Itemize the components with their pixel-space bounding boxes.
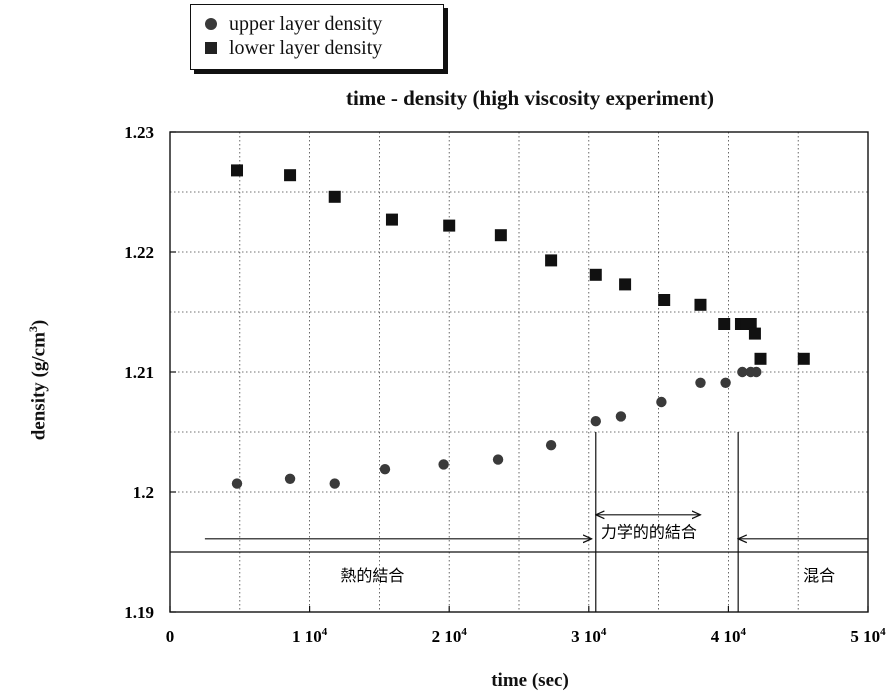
upper-layer-point: [720, 377, 731, 388]
y-tick-label: 1.22: [124, 243, 154, 262]
lower-layer-point: [443, 219, 456, 232]
annotation-label: 熱的結合: [340, 567, 404, 585]
x-tick-label: 4 104: [711, 626, 747, 646]
x-tick-label-sup: 4: [461, 626, 467, 638]
y-tick-label: 1.19: [124, 603, 154, 622]
annotation-label: 力学的的結合: [601, 524, 697, 542]
upper-layer-point: [590, 416, 601, 427]
lower-layer-point: [494, 229, 507, 242]
lower-layer-point: [718, 318, 731, 330]
circle-marker-icon: [205, 18, 217, 30]
chart-title: time - density (high viscosity experimen…: [345, 86, 715, 110]
upper-layer-point: [737, 366, 748, 378]
lower-layer-point: [231, 164, 244, 177]
lower-layer-point: [545, 254, 558, 267]
x-tick-label-sup: 4: [322, 626, 328, 638]
annotation-label: 混合: [803, 567, 835, 585]
y-tick-label: 1.2: [133, 483, 154, 502]
lower-layer-point: [385, 213, 398, 226]
lower-layer-point: [619, 278, 632, 291]
legend-item-lower: lower layer density: [205, 37, 382, 59]
upper-layer-point: [656, 396, 667, 408]
lower-layer-point: [797, 352, 810, 365]
upper-layer-point: [695, 377, 706, 388]
upper-layer-point: [231, 478, 243, 489]
lower-layer-point: [328, 190, 341, 203]
y-tick-label: 1.23: [124, 123, 154, 142]
x-tick-label-sup: 4: [880, 626, 886, 638]
upper-layer-point: [438, 459, 449, 470]
legend-label-upper: upper layer density: [229, 13, 383, 35]
upper-layer-point: [751, 366, 762, 378]
legend: upper layer density lower layer density: [190, 4, 444, 70]
x-tick-label: 5 104: [850, 626, 886, 646]
x-tick-label: 3 104: [571, 626, 607, 646]
lower-layer-point: [744, 318, 757, 330]
lower-layer-point: [754, 352, 767, 365]
upper-layer-point: [284, 473, 296, 484]
x-tick-label-sup: 4: [741, 626, 747, 638]
square-marker-icon: [205, 42, 217, 54]
legend-label-lower: lower layer density: [229, 37, 383, 59]
lower-layer-point: [694, 298, 707, 311]
x-axis-label: time (sec): [491, 670, 569, 691]
x-tick-label-sup: 4: [601, 626, 607, 638]
lower-layer-point: [658, 294, 671, 306]
legend-item-upper: upper layer density: [205, 13, 382, 35]
upper-layer-point: [545, 440, 557, 451]
upper-layer-point: [492, 454, 504, 465]
y-tick-label: 1.21: [124, 363, 154, 382]
lower-layer-point: [589, 268, 602, 281]
lower-layer-point: [284, 169, 297, 182]
upper-layer-point: [615, 411, 627, 422]
lower-layer-point: [748, 327, 761, 340]
upper-layer-point: [329, 478, 340, 489]
x-tick-label: 0: [166, 627, 175, 646]
upper-layer-point: [379, 464, 391, 475]
x-tick-label: 2 104: [432, 626, 468, 646]
x-tick-label: 1 104: [292, 626, 328, 646]
